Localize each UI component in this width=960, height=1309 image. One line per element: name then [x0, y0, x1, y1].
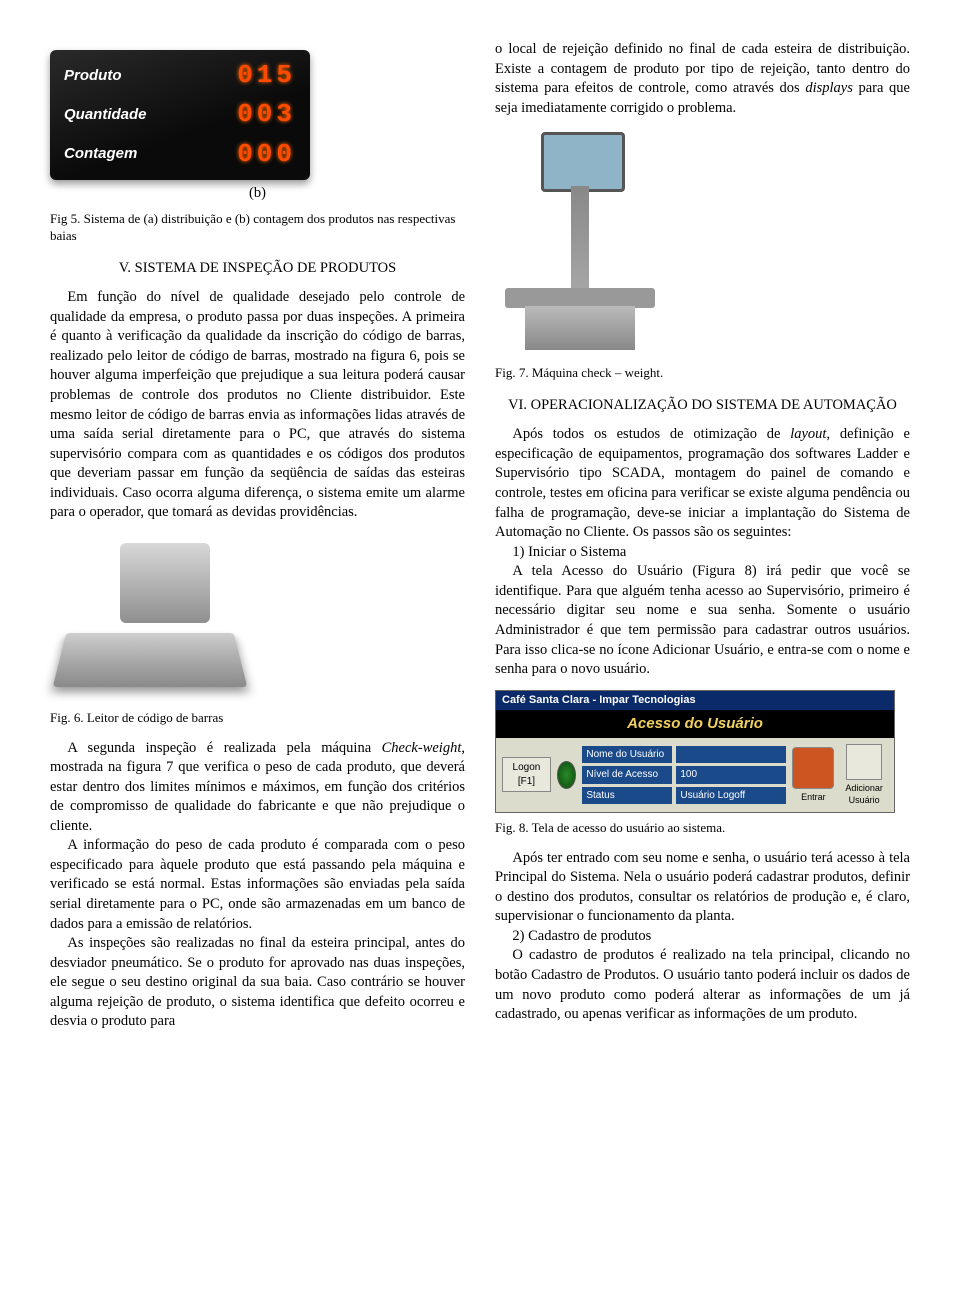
para-r1: o local de rejeição definido no final de…	[495, 40, 910, 118]
logo-icon	[557, 761, 576, 789]
barcode-reader-illustration	[50, 533, 250, 703]
adicionar-icon	[846, 744, 882, 780]
fig5-image: Produto 015 Quantidade 003 Contagem 000 …	[50, 50, 465, 204]
fig7-image	[495, 128, 910, 358]
fig8-caption: Fig. 8. Tela de acesso do usuário ao sis…	[495, 819, 910, 837]
counter-row-produto: Produto 015	[64, 58, 296, 93]
counter-value: 015	[237, 58, 296, 93]
login-body: Logon [F1] Nome do Usuário Nível de Aces…	[496, 738, 894, 812]
field1-label: Nome do Usuário	[582, 746, 672, 764]
para-vi1: Após todos os estudos de otimização de l…	[495, 425, 910, 542]
para-r1b: displays	[805, 80, 853, 96]
counter-display-panel: Produto 015 Quantidade 003 Contagem 000	[50, 50, 310, 180]
para -vi2: Após ter entrado com seu nome e senha, o…	[495, 849, 910, 927]
fig5-sublabel: (b)	[50, 184, 465, 204]
login-window: Café Santa Clara - Impar Tecnologias Ace…	[495, 690, 895, 813]
counter-row-quantidade: Quantidade 003	[64, 97, 296, 132]
section-v-title: V. SISTEMA DE INSPEÇÃO DE PRODUTOS	[50, 259, 465, 279]
para-v3: A informação do peso de cada produto é c…	[50, 836, 465, 934]
step1-title: 1) Iniciar o Sistema	[495, 543, 910, 563]
counter-row-contagem: Contagem 000	[64, 137, 296, 172]
para-v2b: Check-weight	[382, 740, 462, 756]
para-v2: A segunda inspeção é realizada pela máqu…	[50, 739, 465, 837]
counter-label: Produto	[64, 66, 122, 86]
field3-label: Status	[582, 787, 672, 805]
field3-value: Usuário Logoff	[676, 787, 786, 805]
step1-body: A tela Acesso do Usuário (Figura 8) irá …	[495, 562, 910, 679]
counter-value: 003	[237, 97, 296, 132]
counter-label: Contagem	[64, 144, 137, 164]
field1-value[interactable]	[676, 746, 786, 764]
para-vi1c: , definição e especificação de equipamen…	[495, 426, 910, 540]
para-vi1b: layout	[790, 426, 826, 442]
login-banner: Acesso do Usuário	[496, 710, 894, 738]
checkweigher-illustration	[495, 128, 665, 358]
adicionar-group[interactable]: Adicionar Usuário	[840, 744, 888, 806]
page-columns: Produto 015 Quantidade 003 Contagem 000 …	[50, 40, 910, 1032]
fig5-caption: Fig 5. Sistema de (a) distribuição e (b)…	[50, 210, 465, 245]
right-column: o local de rejeição definido no final de…	[495, 40, 910, 1032]
logon-button[interactable]: Logon [F1]	[502, 757, 551, 792]
entrar-group[interactable]: Entrar	[792, 747, 834, 803]
counter-value: 000	[237, 137, 296, 172]
para-v4: As inspeções são realizadas no final da …	[50, 934, 465, 1032]
field2-value[interactable]: 100	[676, 766, 786, 784]
fig7-caption: Fig. 7. Máquina check – weight.	[495, 364, 910, 382]
adicionar-label: Adicionar Usuário	[840, 782, 888, 806]
para-vi1a: Após todos os estudos de otimização de	[512, 426, 790, 442]
counter-label: Quantidade	[64, 105, 147, 125]
login-window-title: Café Santa Clara - Impar Tecnologias	[496, 691, 894, 710]
step2-body: O cadastro de produtos é realizado na te…	[495, 946, 910, 1024]
left-column: Produto 015 Quantidade 003 Contagem 000 …	[50, 40, 465, 1032]
fig8-image: Café Santa Clara - Impar Tecnologias Ace…	[495, 690, 910, 813]
fig6-image	[50, 533, 465, 703]
para-v1: Em função do nível de qualidade desejado…	[50, 288, 465, 523]
login-fields: Nome do Usuário Nível de Acesso 100 Stat…	[582, 746, 786, 805]
field2-label: Nível de Acesso	[582, 766, 672, 784]
fig6-caption: Fig. 6. Leitor de código de barras	[50, 709, 465, 727]
step2-title: 2) Cadastro de produtos	[495, 927, 910, 947]
section-vi-title: VI. OPERACIONALIZAÇÃO DO SISTEMA DE AUTO…	[495, 396, 910, 416]
entrar-label: Entrar	[801, 791, 826, 803]
para-v2a: A segunda inspeção é realizada pela máqu…	[67, 740, 381, 756]
entrar-icon	[792, 747, 834, 789]
